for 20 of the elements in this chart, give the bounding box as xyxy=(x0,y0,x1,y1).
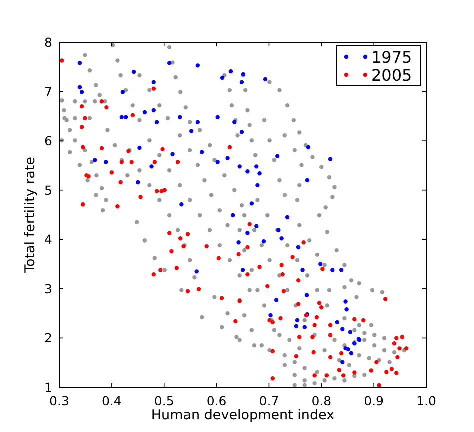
x-tick-label: 0.7 xyxy=(259,393,280,408)
y-tick-label: 2 xyxy=(44,330,52,346)
y-tick-label: 7 xyxy=(44,84,52,100)
y-tick-label: 5 xyxy=(44,182,52,198)
y-tick-label: 6 xyxy=(44,134,53,149)
y-tick-label: 8 xyxy=(44,35,53,50)
x-axis-title: Human development index xyxy=(151,408,335,424)
y-axis-title: Total fertility rate xyxy=(22,157,38,274)
legend-label: 2005 xyxy=(372,66,412,85)
x-tick-label: 0.3 xyxy=(50,393,70,408)
legend-label: 1975 xyxy=(372,48,412,67)
x-tick-label: 0.4 xyxy=(102,393,122,408)
x-tick-label: 0.5 xyxy=(154,393,174,408)
x-tick-label: 0.8 xyxy=(312,393,332,408)
y-tick-label: 4 xyxy=(44,232,53,248)
y-tick-label: 1 xyxy=(44,380,52,395)
y-tick-label: 3 xyxy=(44,281,52,296)
x-tick-label: 0.6 xyxy=(206,393,227,408)
x-tick-label: 0.9 xyxy=(364,393,384,408)
x-tick-label: 1.0 xyxy=(416,393,436,408)
